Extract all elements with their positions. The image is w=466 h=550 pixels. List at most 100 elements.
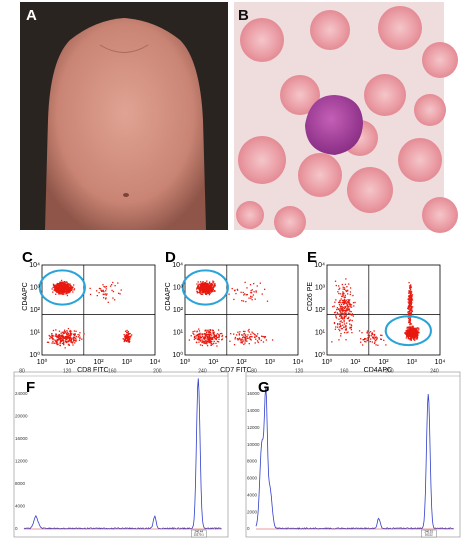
event-dot <box>59 292 61 294</box>
event-dot <box>229 340 231 342</box>
event-dot <box>64 331 67 333</box>
event-dot <box>248 328 250 331</box>
event-dot <box>59 287 61 290</box>
event-dot <box>195 341 198 343</box>
event-dot <box>249 336 251 338</box>
event-dot <box>62 285 64 287</box>
x-tick-label: 10¹ <box>65 359 76 366</box>
y-tick-label: 2000 <box>247 509 258 514</box>
event-dot <box>66 286 68 288</box>
event-dot <box>218 336 220 338</box>
event-dot <box>213 333 215 336</box>
event-dot <box>343 314 345 316</box>
event-dot <box>379 338 382 340</box>
event-dot <box>244 342 246 344</box>
event-dot <box>67 336 70 338</box>
event-dot <box>194 336 196 338</box>
event-dot <box>48 334 50 337</box>
event-dot <box>348 319 351 322</box>
x-axis-label: CD7 FITC <box>220 367 252 374</box>
event-dot <box>344 310 347 312</box>
event-dot <box>345 306 347 309</box>
event-dot <box>342 306 344 308</box>
event-dot <box>55 333 57 335</box>
event-dot <box>376 338 378 341</box>
event-dot <box>128 333 130 335</box>
event-dot <box>188 339 191 341</box>
event-dot <box>340 325 342 327</box>
event-dot <box>341 295 344 297</box>
event-dot <box>199 339 201 342</box>
event-dot <box>196 334 199 336</box>
x-tick-label: 200 <box>385 368 394 374</box>
event-dot <box>198 341 200 343</box>
event-dot <box>62 293 64 295</box>
event-dot <box>207 286 209 289</box>
event-dot <box>206 283 209 285</box>
event-dot <box>75 337 77 339</box>
event-dot <box>405 331 407 334</box>
event-dot <box>114 299 116 301</box>
event-dot <box>412 333 415 336</box>
event-dot <box>127 335 130 337</box>
event-dot <box>216 333 219 335</box>
event-dot <box>102 289 104 291</box>
event-dot <box>197 337 200 340</box>
event-dot <box>64 293 66 295</box>
event-dot <box>409 318 411 321</box>
event-dot <box>242 334 244 336</box>
event-dot <box>212 338 214 340</box>
event-dot <box>416 332 418 334</box>
event-dot <box>206 337 209 339</box>
event-dot <box>234 338 236 340</box>
event-dot <box>201 285 204 287</box>
event-dot <box>414 339 416 341</box>
event-dot <box>368 332 370 334</box>
red-blood-cell <box>422 197 458 233</box>
event-dot <box>342 307 344 310</box>
event-dot <box>197 338 200 341</box>
event-dot <box>409 309 411 311</box>
event-dot <box>340 320 342 322</box>
event-dot <box>242 336 244 339</box>
event-dot <box>107 301 109 303</box>
event-dot <box>233 333 235 335</box>
event-dot <box>128 340 130 342</box>
event-dot <box>338 318 340 320</box>
event-dot <box>56 335 58 337</box>
event-dot <box>348 302 350 304</box>
event-dot <box>410 331 412 333</box>
event-dot <box>102 293 104 295</box>
event-dot <box>361 332 363 334</box>
event-dot <box>349 293 351 296</box>
event-dot <box>365 338 367 340</box>
event-dot <box>65 332 68 334</box>
event-dot <box>256 340 259 342</box>
event-dot <box>413 329 416 332</box>
event-dot <box>64 282 66 285</box>
event-dot <box>211 329 214 331</box>
event-dot <box>73 336 75 338</box>
event-dot <box>209 328 211 331</box>
event-dot <box>406 327 408 329</box>
event-dot <box>409 337 411 340</box>
event-dot <box>208 284 211 286</box>
event-dot <box>201 333 203 336</box>
event-dot <box>335 299 337 301</box>
y-tick-label: 10² <box>30 307 41 314</box>
event-dot <box>342 301 344 304</box>
event-dot <box>52 339 54 341</box>
event-dot <box>129 338 131 340</box>
event-dot <box>416 327 418 330</box>
event-dot <box>131 334 133 336</box>
event-dot <box>413 338 415 340</box>
event-dot <box>59 285 61 288</box>
event-dot <box>195 337 197 340</box>
event-dot <box>56 342 58 345</box>
x-tick-label: 10² <box>378 359 389 366</box>
event-dot <box>340 317 342 319</box>
event-dot <box>410 313 412 316</box>
event-dot <box>127 331 129 334</box>
event-dot <box>208 291 210 293</box>
event-dot <box>346 332 348 334</box>
